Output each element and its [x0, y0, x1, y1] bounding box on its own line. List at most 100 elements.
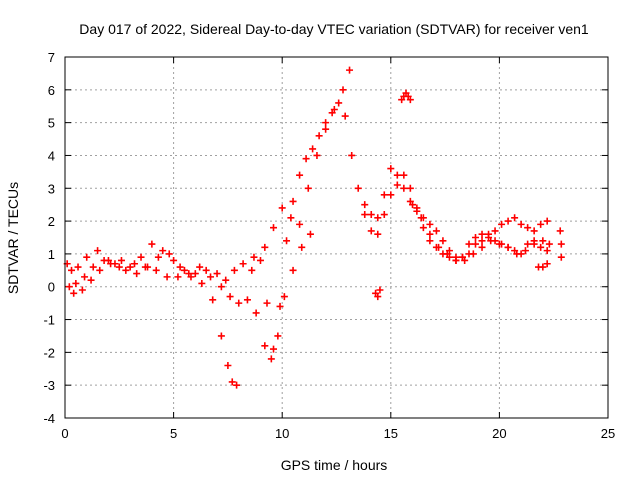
- data-point: [435, 243, 443, 251]
- data-point: [239, 260, 247, 268]
- data-point: [261, 342, 269, 350]
- data-point: [374, 293, 382, 301]
- data-point: [163, 273, 171, 281]
- data-point: [309, 145, 317, 153]
- data-point: [393, 171, 401, 179]
- y-tick-label: -2: [43, 345, 55, 360]
- data-point: [478, 237, 486, 245]
- data-point: [315, 132, 323, 140]
- data-point: [296, 171, 304, 179]
- data-point: [170, 256, 178, 264]
- data-point: [198, 279, 206, 287]
- data-point: [380, 191, 388, 199]
- data-point: [539, 237, 547, 245]
- data-point: [419, 224, 427, 232]
- data-point: [461, 256, 469, 264]
- data-point: [289, 266, 297, 274]
- data-point: [413, 204, 421, 212]
- data-point: [83, 253, 91, 261]
- data-point: [87, 276, 95, 284]
- data-point: [472, 234, 480, 241]
- y-tick-label: -4: [43, 411, 55, 426]
- data-point: [539, 263, 547, 271]
- data-point: [222, 276, 230, 284]
- data-point: [133, 270, 141, 278]
- data-point: [152, 266, 160, 274]
- data-point: [304, 184, 312, 192]
- y-tick-label: 0: [48, 280, 55, 295]
- plot-frame: [64, 56, 609, 419]
- data-point: [159, 247, 167, 255]
- data-point: [376, 286, 384, 294]
- data-point: [346, 66, 354, 74]
- y-axis-title: SDTVAR / TECUs: [5, 182, 21, 294]
- data-point: [537, 243, 545, 251]
- y-tick-label: 1: [48, 247, 55, 262]
- series-sat-c: [70, 230, 314, 363]
- data-point: [556, 227, 564, 235]
- data-point: [367, 227, 375, 235]
- data-point: [491, 227, 499, 235]
- data-point: [374, 230, 382, 238]
- data-point: [270, 345, 278, 353]
- data-point: [165, 250, 173, 258]
- data-point: [322, 119, 330, 127]
- data-point: [406, 96, 414, 104]
- data-point: [207, 273, 215, 281]
- series-sat-a: [63, 66, 354, 284]
- data-point: [148, 240, 156, 248]
- data-point: [243, 296, 251, 304]
- data-point: [348, 151, 356, 159]
- data-point: [235, 299, 243, 307]
- data-point: [543, 260, 551, 268]
- y-tick-label: 5: [48, 116, 55, 131]
- data-point: [74, 263, 82, 271]
- data-point: [432, 227, 440, 235]
- x-tick-label: 5: [170, 426, 177, 441]
- data-point: [409, 201, 417, 209]
- data-point: [443, 250, 451, 258]
- data-point: [557, 240, 565, 248]
- data-point: [387, 191, 395, 199]
- data-point: [72, 279, 80, 287]
- data-point: [504, 243, 512, 251]
- y-tick-label: 7: [48, 50, 55, 65]
- series-sat-i: [372, 286, 384, 301]
- data-point: [217, 283, 225, 291]
- data-point: [226, 293, 234, 301]
- data-point: [322, 125, 330, 133]
- data-point: [354, 184, 362, 192]
- data-point: [465, 240, 473, 248]
- data-point: [361, 211, 369, 219]
- data-point: [202, 266, 210, 274]
- data-point: [267, 355, 275, 363]
- data-point: [328, 109, 336, 117]
- data-point: [530, 227, 538, 235]
- data-point: [341, 112, 349, 120]
- data-point: [302, 155, 310, 163]
- data-point: [306, 230, 314, 238]
- data-point: [274, 332, 282, 340]
- data-point: [439, 237, 447, 245]
- data-point: [283, 237, 291, 245]
- data-point: [498, 220, 506, 228]
- data-point: [289, 197, 297, 205]
- data-point: [191, 270, 199, 278]
- data-point: [233, 381, 241, 389]
- data-point: [545, 240, 553, 248]
- data-point: [472, 240, 480, 248]
- series-sat-e: [361, 165, 551, 264]
- data-point: [213, 270, 221, 278]
- data-point: [68, 266, 76, 274]
- data-point: [361, 201, 369, 209]
- grid-lines: [65, 57, 608, 418]
- data-point: [185, 270, 193, 278]
- data-point: [115, 263, 123, 271]
- chart-title: Day 017 of 2022, Sidereal Day-to-day VTE…: [79, 21, 589, 37]
- data-point: [209, 296, 217, 304]
- data-point: [511, 214, 519, 222]
- data-point: [252, 309, 260, 317]
- series-sat-h: [409, 201, 553, 264]
- data-point: [287, 214, 295, 222]
- data-point: [400, 171, 408, 179]
